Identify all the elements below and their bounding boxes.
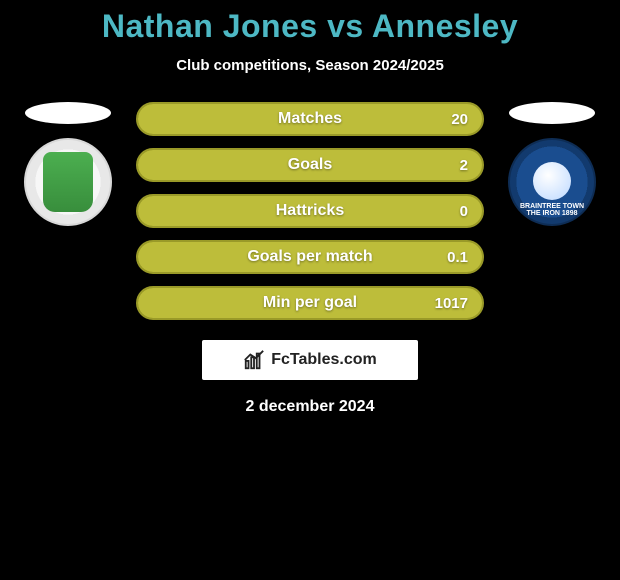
source-text: FcTables.com: [271, 351, 377, 369]
stat-row-matches: Matches 20: [136, 102, 484, 136]
stat-row-goals: Goals 2: [136, 148, 484, 182]
stat-row-hattricks: Hattricks 0: [136, 194, 484, 228]
stat-value: 0: [460, 196, 468, 226]
stat-value: 1017: [435, 288, 468, 318]
right-team-crest: BRAINTREE TOWN THE IRON 1898: [508, 138, 596, 226]
right-rating-ellipse: [509, 102, 595, 124]
left-team-crest: [24, 138, 112, 226]
left-rating-ellipse: [25, 102, 111, 124]
chart-icon: [243, 349, 265, 371]
stat-value: 20: [451, 104, 468, 134]
stats-column: Matches 20 Goals 2 Hattricks 0 Goals per…: [136, 102, 484, 320]
subtitle: Club competitions, Season 2024/2025: [0, 57, 620, 74]
left-column: [18, 102, 118, 226]
stat-label: Goals: [138, 150, 482, 180]
stat-label: Min per goal: [138, 288, 482, 318]
page-title: Nathan Jones vs Annesley: [0, 8, 620, 45]
comparison-row: Matches 20 Goals 2 Hattricks 0 Goals per…: [0, 102, 620, 320]
stat-label: Matches: [138, 104, 482, 134]
stat-row-goals-per-match: Goals per match 0.1: [136, 240, 484, 274]
stat-value: 2: [460, 150, 468, 180]
right-crest-text: BRAINTREE TOWN THE IRON 1898: [517, 203, 587, 218]
source-logo: FcTables.com: [202, 340, 418, 380]
stat-label: Goals per match: [138, 242, 482, 272]
stat-value: 0.1: [447, 242, 468, 272]
right-crest-ball: [533, 162, 571, 200]
right-column: BRAINTREE TOWN THE IRON 1898: [502, 102, 602, 226]
left-crest-shield: [43, 152, 93, 212]
date-text: 2 december 2024: [0, 398, 620, 416]
widget-root: Nathan Jones vs Annesley Club competitio…: [0, 0, 620, 416]
stat-row-min-per-goal: Min per goal 1017: [136, 286, 484, 320]
stat-label: Hattricks: [138, 196, 482, 226]
